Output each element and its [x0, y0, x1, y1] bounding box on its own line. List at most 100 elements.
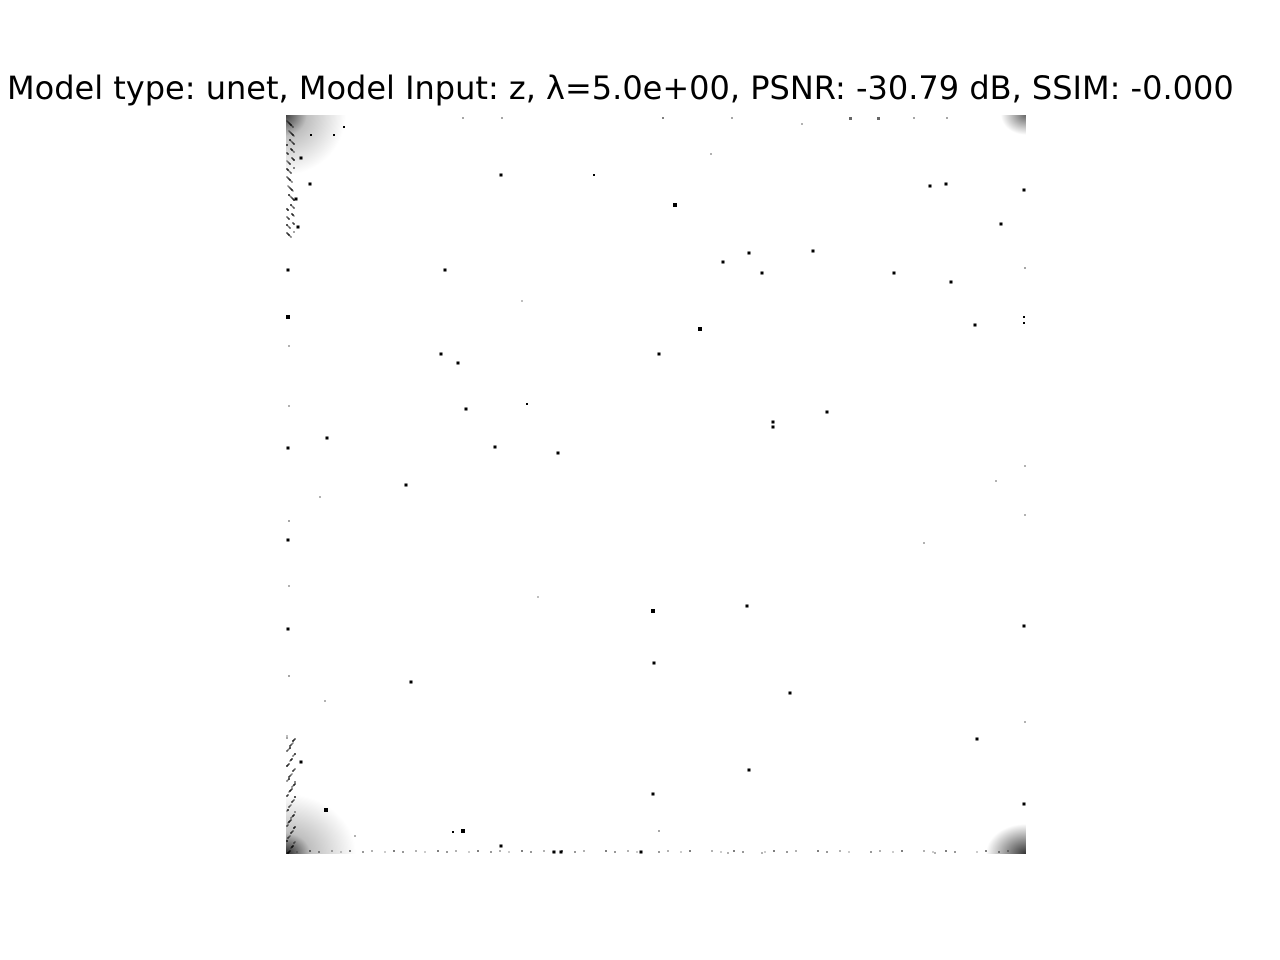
speck-faint [286, 735, 288, 737]
speck-faint [636, 851, 638, 853]
speck-faint [849, 117, 852, 120]
speck-faint [286, 224, 288, 226]
speck-faint [292, 770, 294, 772]
speck-faint [923, 850, 925, 852]
speck-faint [1024, 465, 1026, 467]
speck-faint [286, 144, 288, 146]
speck-faint [293, 135, 295, 137]
speck-dot [771, 425, 775, 429]
speck-faint [424, 851, 426, 853]
speck-faint [371, 850, 373, 852]
speck-faint [289, 805, 291, 807]
speck-dot [286, 315, 290, 319]
speck-faint [288, 585, 290, 587]
speck-dot [325, 436, 329, 440]
speck-dot [299, 760, 303, 764]
speck-dot [1022, 802, 1026, 806]
speck-faint [291, 149, 293, 151]
speck-faint [288, 778, 290, 780]
speck-faint [291, 801, 293, 803]
speck-faint [293, 223, 295, 225]
speck-faint [455, 850, 457, 852]
speck-faint [293, 814, 295, 816]
speck-faint [286, 160, 288, 162]
speck-faint [294, 826, 296, 828]
speck-faint [286, 795, 288, 797]
corner-noise-bottom-right [986, 824, 1026, 854]
speck-faint [286, 120, 288, 122]
speck-dot [1023, 322, 1025, 324]
speck-dot [296, 225, 300, 229]
speck-dot [999, 222, 1003, 226]
speck-faint [446, 851, 448, 853]
speck-faint [292, 800, 294, 802]
speck-faint [294, 783, 296, 785]
speck-faint [501, 117, 503, 119]
speck-faint [605, 850, 607, 852]
speck-faint [826, 851, 828, 853]
speck-faint [288, 806, 290, 808]
speck-faint [331, 850, 333, 852]
speck-faint [286, 840, 288, 842]
speck-faint [901, 850, 903, 852]
speck-faint [291, 205, 293, 207]
speck-faint [288, 763, 290, 765]
speck-faint [287, 153, 289, 155]
speck-faint [286, 750, 288, 752]
speck-faint [954, 851, 956, 853]
speck-faint [289, 139, 291, 141]
speck-dot [1023, 316, 1025, 318]
speck-faint [293, 207, 295, 209]
speck-faint [291, 786, 293, 788]
speck-faint [764, 851, 766, 853]
speck-faint [583, 850, 585, 852]
speck-faint [286, 825, 288, 827]
speck-faint [437, 850, 439, 852]
speck-faint [384, 851, 386, 853]
speck-faint [340, 851, 342, 853]
speck-faint [667, 850, 669, 852]
speck-faint [288, 234, 290, 236]
speck-faint [292, 150, 294, 152]
speck-faint [286, 737, 288, 739]
speck-dot [286, 268, 290, 272]
speck-faint [786, 851, 788, 853]
speck-dot [499, 844, 503, 848]
speck-faint [292, 134, 294, 136]
speck-dot [747, 251, 751, 255]
speck-faint [415, 850, 417, 852]
reconstruction-canvas [286, 115, 1026, 854]
speck-faint [288, 776, 290, 778]
speck-faint [288, 218, 290, 220]
speck-faint [680, 851, 682, 853]
speck-faint [286, 176, 288, 178]
speck-dot [745, 604, 749, 608]
speck-faint [292, 190, 294, 192]
speck-faint [710, 153, 712, 155]
speck-faint [477, 850, 479, 852]
speck-faint [662, 117, 664, 119]
speck-faint [508, 851, 510, 853]
speck-dot [499, 173, 503, 177]
speck-faint [293, 167, 295, 169]
speck-faint [946, 117, 948, 119]
speck-dot [1022, 624, 1026, 628]
speck-faint [287, 169, 289, 171]
speck-faint [289, 195, 291, 197]
speck-faint [689, 850, 691, 852]
speck-dot [811, 249, 815, 253]
speck-faint [286, 780, 288, 782]
speck-faint [998, 851, 1000, 853]
speck-faint [923, 542, 925, 544]
speck-faint [288, 130, 290, 132]
speck-faint [658, 830, 660, 832]
speck-faint [289, 835, 291, 837]
speck-faint [839, 850, 841, 852]
speck-dot [464, 407, 468, 411]
speck-faint [292, 206, 294, 208]
speck-dot [526, 403, 528, 405]
speck-faint [294, 796, 296, 798]
speck-faint [288, 170, 290, 172]
speck-faint [817, 850, 819, 852]
speck-faint [761, 852, 763, 854]
